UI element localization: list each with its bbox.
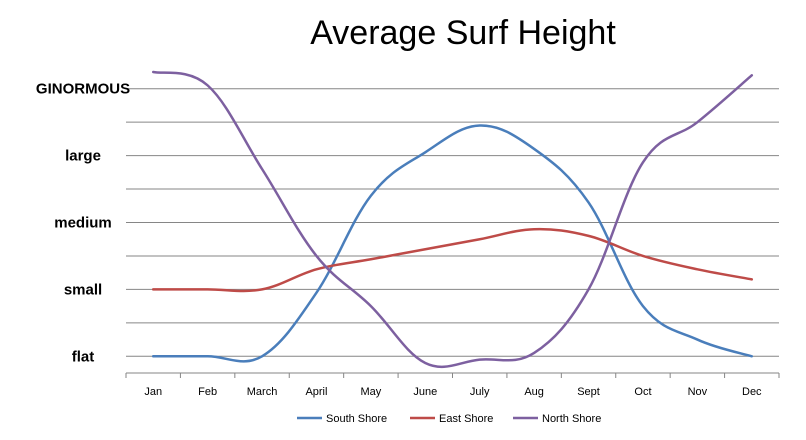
x-tick-label: May: [360, 386, 381, 398]
x-tick-label: April: [305, 386, 327, 398]
x-tick-label: Sept: [577, 386, 600, 398]
y-tick-label: GINORMOUS: [36, 81, 130, 98]
x-tick-label: Oct: [634, 386, 651, 398]
series-line-north-shore: [151, 70, 754, 369]
legend-label-north-shore: North Shore: [542, 413, 601, 425]
x-tick-label: Feb: [198, 386, 217, 398]
y-tick-label: small: [64, 281, 102, 298]
x-tick-label: July: [470, 386, 490, 398]
x-tick-label: March: [247, 386, 278, 398]
chart-title: Average Surf Height: [310, 14, 616, 52]
legend-label-south-shore: South Shore: [326, 413, 387, 425]
series-line-south-shore: [151, 124, 754, 363]
x-tick-label: Dec: [742, 386, 762, 398]
y-tick-label: large: [65, 148, 101, 165]
legend-label-east-shore: East Shore: [439, 413, 493, 425]
x-tick-label: June: [413, 386, 437, 398]
x-tick-label: Jan: [144, 386, 162, 398]
series-line-east-shore: [151, 227, 754, 293]
y-tick-label: medium: [54, 215, 112, 232]
x-tick-label: Nov: [688, 386, 708, 398]
x-tick-label: Aug: [524, 386, 544, 398]
y-tick-label: flat: [72, 348, 95, 365]
